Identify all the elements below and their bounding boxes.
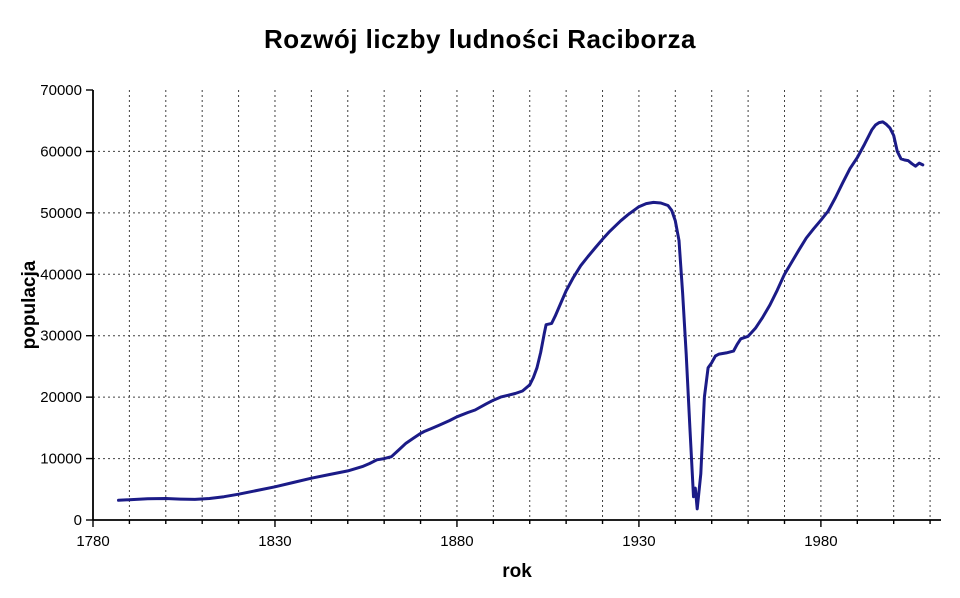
y-tick-label: 60000 xyxy=(40,143,82,160)
y-tick-label: 10000 xyxy=(40,451,82,468)
y-tick-label: 20000 xyxy=(40,389,82,406)
x-tick-label: 1780 xyxy=(76,533,109,550)
y-tick-label: 40000 xyxy=(40,266,82,283)
y-tick-label: 30000 xyxy=(40,328,82,345)
x-tick-label: 1880 xyxy=(440,533,473,550)
x-axis-label: rok xyxy=(502,561,532,582)
tick-labels: 0 10000 20000 30000 40000 50000 60000 70000 1780… xyxy=(40,82,837,550)
y-tick-label: 0 xyxy=(74,512,82,529)
axes xyxy=(92,90,941,521)
y-tick-label: 70000 xyxy=(40,82,82,99)
series-population-line xyxy=(117,120,925,511)
x-tick-label: 1930 xyxy=(622,533,655,550)
y-axis-label: populacja xyxy=(19,260,40,350)
tick-marks xyxy=(86,89,931,527)
gridlines xyxy=(93,90,941,520)
y-tick-label: 50000 xyxy=(40,205,82,222)
chart-title: Rozwój liczby ludności Raciborza xyxy=(263,24,697,54)
x-tick-label: 1980 xyxy=(804,533,837,550)
x-tick-label: 1830 xyxy=(258,533,291,550)
population-polyline xyxy=(117,120,925,511)
